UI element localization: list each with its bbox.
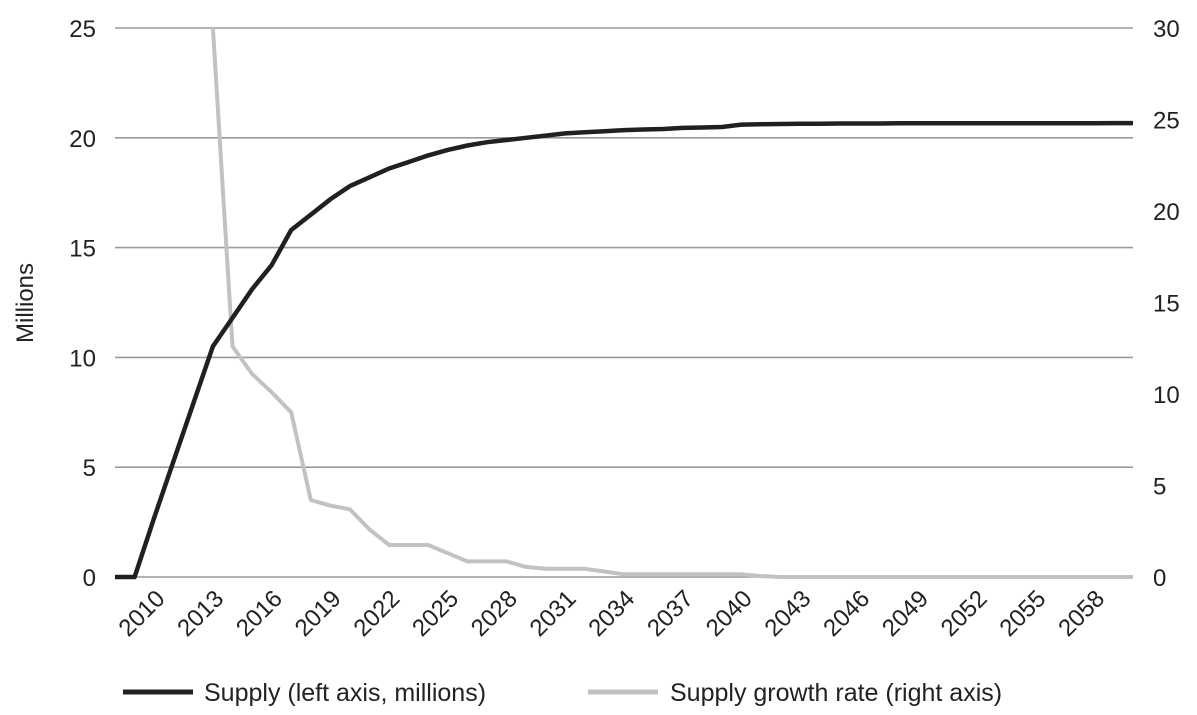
x-tick-label: 2013 xyxy=(172,585,229,642)
x-tick-label: 2028 xyxy=(466,585,523,642)
legend-label-supply: Supply (left axis, millions) xyxy=(204,679,486,707)
left-tick-label: 0 xyxy=(83,565,96,592)
x-tick-label: 2040 xyxy=(701,585,758,642)
series-line-growth xyxy=(210,27,1133,579)
x-tick-label: 2037 xyxy=(642,585,699,642)
right-axis-ticks: 0 5 10 15 20 25 30 xyxy=(1153,16,1180,592)
x-tick-label: 2022 xyxy=(348,585,405,642)
x-tick-label: 2031 xyxy=(525,585,582,642)
right-tick-label: 10 xyxy=(1153,382,1180,409)
right-tick-label: 30 xyxy=(1153,16,1180,43)
right-tick-label: 0 xyxy=(1153,565,1166,592)
series-lines xyxy=(115,27,1133,580)
legend: Supply (left axis, millions) Supply grow… xyxy=(123,679,1002,707)
x-tick-label: 2046 xyxy=(818,585,875,642)
x-tick-label: 2025 xyxy=(407,585,464,642)
left-axis-ticks: 0 5 10 15 20 25 xyxy=(69,16,96,592)
x-tick-label: 2019 xyxy=(290,585,347,642)
left-tick-label: 10 xyxy=(69,345,96,372)
x-tick-label: 2034 xyxy=(583,585,640,642)
left-tick-label: 25 xyxy=(69,16,96,43)
right-tick-label: 20 xyxy=(1153,199,1180,226)
x-tick-label: 2058 xyxy=(1053,585,1110,642)
gridlines xyxy=(115,27,1133,578)
legend-label-growth: Supply growth rate (right axis) xyxy=(670,679,1002,707)
left-tick-label: 5 xyxy=(83,455,96,482)
left-tick-label: 15 xyxy=(69,236,96,263)
right-tick-label: 25 xyxy=(1153,108,1180,135)
x-tick-label: 2055 xyxy=(995,585,1052,642)
series-line-supply xyxy=(115,120,1133,580)
right-tick-label: 5 xyxy=(1153,474,1166,501)
left-tick-label: 20 xyxy=(69,126,96,153)
x-axis-ticks: 2010 2013 2016 2019 2022 2025 2028 2031 2034 2037… xyxy=(114,585,1111,642)
x-tick-label: 2052 xyxy=(936,585,993,642)
x-tick-label: 2049 xyxy=(877,585,934,642)
x-tick-label: 2010 xyxy=(114,585,171,642)
x-tick-label: 2016 xyxy=(231,585,288,642)
x-tick-label: 2043 xyxy=(760,585,817,642)
y-axis-title: Millions xyxy=(12,263,39,343)
right-tick-label: 15 xyxy=(1153,291,1180,318)
